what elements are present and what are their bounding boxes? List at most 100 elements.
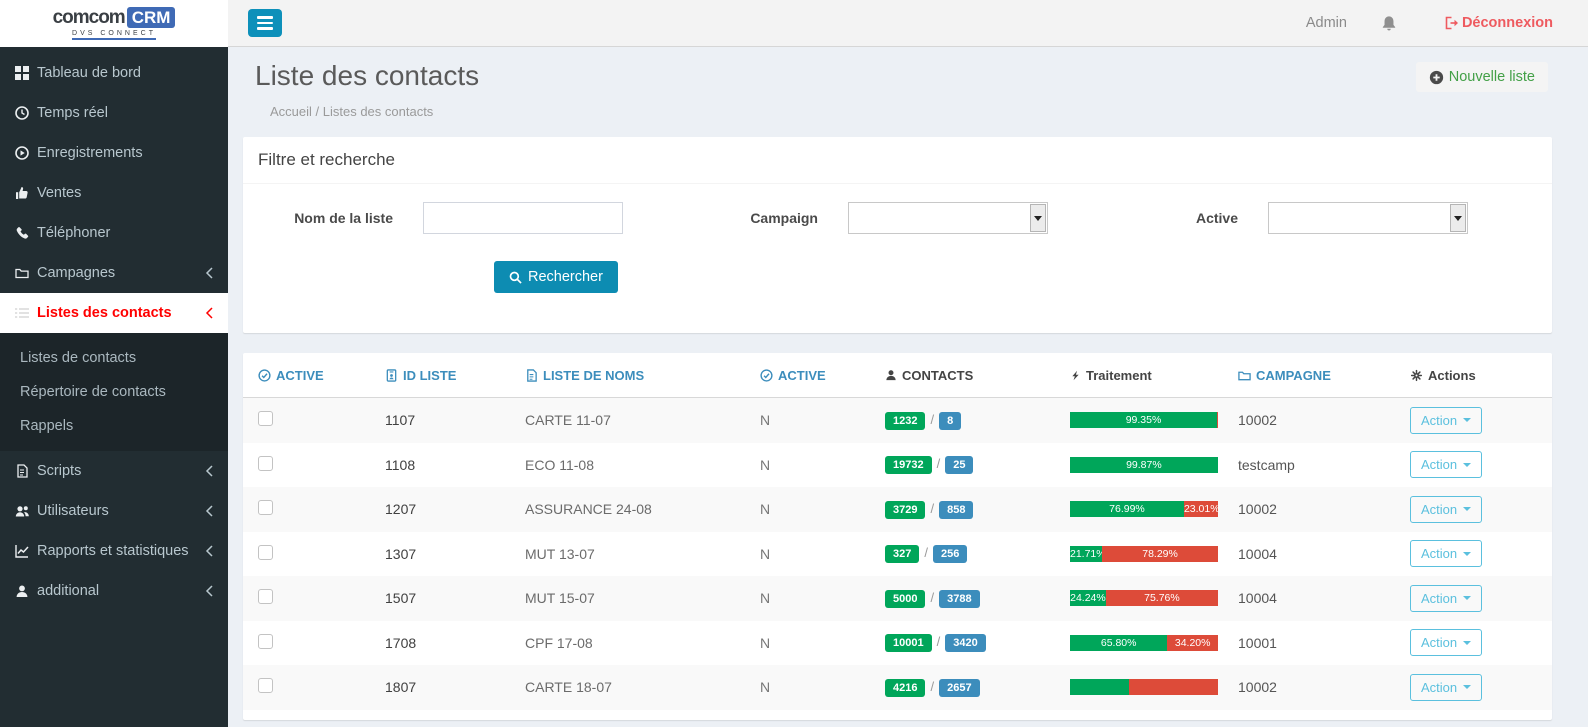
cell-contacts: 4216/2657 xyxy=(875,678,1060,697)
clock-icon xyxy=(15,106,37,120)
sidebar-item-utilisateurs[interactable]: Utilisateurs xyxy=(0,491,228,531)
cell-traitement: 21.71% 78.29% xyxy=(1060,545,1228,562)
sidebar-item-label: Enregistrements xyxy=(37,145,143,161)
row-checkbox[interactable] xyxy=(258,678,273,694)
list-icon xyxy=(15,306,37,320)
cell-active: N xyxy=(760,679,771,696)
cell-liste-de-noms: CARTE 18-07 xyxy=(525,679,612,696)
contacts-count-badge: 5000 xyxy=(885,589,926,608)
submenu-item-rappels[interactable]: Rappels xyxy=(20,418,74,434)
hamburger-icon xyxy=(257,16,273,19)
column-header-contacts[interactable]: CONTACTS xyxy=(875,368,1060,383)
row-checkbox[interactable] xyxy=(258,411,273,427)
plus-circle-icon xyxy=(1429,70,1444,85)
progress-red-segment xyxy=(1129,679,1218,696)
user-icon xyxy=(885,369,897,381)
cell-campagne: 10002 xyxy=(1238,679,1277,696)
column-header-label: ACTIVE xyxy=(778,367,826,383)
progress-red-segment: 23.01% xyxy=(1183,501,1218,518)
column-header-label: CONTACTS xyxy=(902,367,974,383)
cell-traitement: 99.87% xyxy=(1060,456,1228,473)
caret-down-icon xyxy=(1463,551,1472,556)
action-dropdown-button[interactable]: Action xyxy=(1410,451,1483,479)
column-header-actions[interactable]: Actions xyxy=(1400,368,1552,383)
user-menu[interactable]: Admin xyxy=(1305,15,1347,31)
action-dropdown-button[interactable]: Action xyxy=(1410,406,1483,434)
progress-green-segment: 99.35% xyxy=(1070,412,1218,429)
sidebar-item-temps-reel[interactable]: Temps réel xyxy=(0,93,228,133)
row-checkbox[interactable] xyxy=(258,633,273,649)
sidebar-item-rapports-et-statistiques[interactable]: Rapports et statistiques xyxy=(0,531,228,571)
sidebar-item-label: Campagnes xyxy=(37,265,116,281)
row-checkbox[interactable] xyxy=(258,500,273,516)
action-dropdown-button[interactable]: Action xyxy=(1410,673,1483,701)
cell-id-liste: 1207 xyxy=(385,501,417,518)
cell-traitement xyxy=(1060,679,1228,696)
submenu-item-listes-de-contacts[interactable]: Listes de contacts xyxy=(20,350,137,366)
action-label: Action xyxy=(1421,590,1458,606)
contacts-count-badge: 3729 xyxy=(885,500,926,519)
column-header-liste-de-noms[interactable]: LISTE DE NOMS xyxy=(515,368,750,383)
badge-separator: / xyxy=(936,634,941,650)
sidebar-item-telephoner[interactable]: Téléphoner xyxy=(0,213,228,253)
sidebar-item-ventes[interactable]: Ventes xyxy=(0,173,228,213)
sidebar-item-additional[interactable]: additional xyxy=(0,571,228,611)
column-header-active-1[interactable]: ACTIVE xyxy=(243,368,375,383)
file-text-icon xyxy=(525,368,538,382)
sidebar-item-tableau-de-bord[interactable]: Tableau de bord xyxy=(0,53,228,93)
folder-open-icon xyxy=(15,266,37,280)
brand-logo[interactable]: comcom CRM DVS CONNECT xyxy=(0,0,228,47)
badge-separator: / xyxy=(930,411,935,427)
contacts-alt-badge: 3788 xyxy=(939,589,980,608)
bell-icon[interactable] xyxy=(1381,15,1397,31)
chevron-left-icon xyxy=(205,465,213,477)
chevron-left-icon xyxy=(205,545,213,557)
caret-down-icon xyxy=(1463,640,1472,645)
action-dropdown-button[interactable]: Action xyxy=(1410,495,1483,523)
column-header-campagne[interactable]: CAMPAGNE xyxy=(1228,368,1400,383)
sidebar-item-enregistrements[interactable]: Enregistrements xyxy=(0,133,228,173)
logout-button[interactable]: Déconnexion xyxy=(1445,15,1553,31)
treatment-progress-bar: 24.24% 75.76% xyxy=(1070,590,1218,607)
sidebar-item-label: Tableau de bord xyxy=(37,65,141,81)
column-header-id-liste[interactable]: ID LISTE xyxy=(375,368,515,383)
column-header-active-2[interactable]: ACTIVE xyxy=(750,368,875,383)
campaign-select[interactable] xyxy=(848,202,1048,234)
progress-green-segment: 99.87% xyxy=(1070,456,1218,473)
table-row: 1807 CARTE 18-07 N 4216/2657 10002 Actio… xyxy=(243,665,1552,710)
contacts-alt-badge: 25 xyxy=(945,456,974,475)
row-checkbox[interactable] xyxy=(258,544,273,560)
logout-label: Déconnexion xyxy=(1461,15,1553,31)
action-dropdown-button[interactable]: Action xyxy=(1410,584,1483,612)
contacts-alt-badge: 256 xyxy=(932,545,968,564)
action-dropdown-button[interactable]: Action xyxy=(1410,629,1483,657)
column-header-traitement[interactable]: Traitement xyxy=(1060,368,1228,383)
breadcrumb[interactable]: Accueil / Listes des contacts xyxy=(270,104,434,119)
new-list-button[interactable]: Nouvelle liste xyxy=(1415,62,1548,92)
row-checkbox[interactable] xyxy=(258,455,273,471)
submenu-item-repertoire-de-contacts[interactable]: Répertoire de contacts xyxy=(20,384,166,400)
contacts-count-badge: 19732 xyxy=(885,456,932,475)
search-button[interactable]: Rechercher xyxy=(494,261,618,293)
sidebar-item-campagnes[interactable]: Campagnes xyxy=(0,253,228,293)
sidebar-submenu: Listes de contacts Répertoire de contact… xyxy=(0,333,228,451)
progress-red-segment: 78.29% xyxy=(1102,545,1218,562)
content: Liste des contacts Accueil / Listes des … xyxy=(228,47,1588,720)
row-checkbox[interactable] xyxy=(258,589,273,605)
active-select[interactable] xyxy=(1268,202,1468,234)
list-name-input[interactable] xyxy=(423,202,623,234)
table-row: 1507 MUT 15-07 N 5000/3788 24.24% 75.76% … xyxy=(243,576,1552,621)
select-arrow-icon xyxy=(1030,204,1046,232)
phone-icon xyxy=(15,226,37,240)
sidebar-item-listes-des-contacts[interactable]: Listes des contacts xyxy=(0,293,228,333)
cell-contacts: 19732/25 xyxy=(875,455,1060,475)
sidebar-item-label: Ventes xyxy=(37,185,82,201)
menu-toggle-button[interactable] xyxy=(248,9,282,37)
sidebar-item-scripts[interactable]: Scripts xyxy=(0,451,228,491)
cell-traitement: 99.35% xyxy=(1060,412,1228,429)
contacts-alt-badge: 3420 xyxy=(945,634,986,653)
progress-red-segment: 75.76% xyxy=(1105,590,1218,607)
action-dropdown-button[interactable]: Action xyxy=(1410,540,1483,568)
name-field-label: Nom de la liste xyxy=(294,210,393,226)
